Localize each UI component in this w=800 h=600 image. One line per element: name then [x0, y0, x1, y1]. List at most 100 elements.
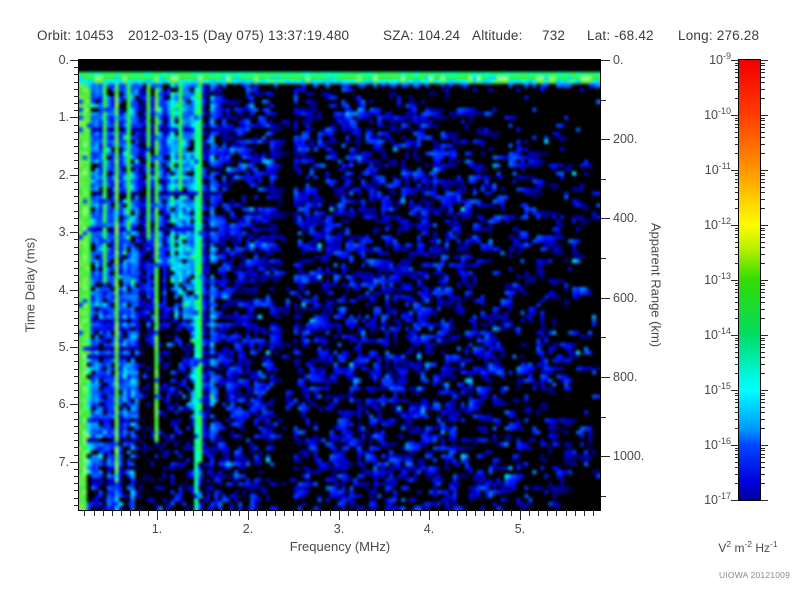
colorbar-minor-tick: [761, 179, 765, 180]
y-left-minor-tick: [74, 146, 79, 147]
colorbar-tick-label: 10-16: [691, 435, 731, 452]
colorbar-minor-tick: [761, 187, 765, 188]
colorbar-minor-tick: [735, 428, 738, 429]
x-minor-tick: [511, 511, 512, 516]
altitude-value: 732: [542, 28, 566, 43]
x-minor-tick: [575, 511, 576, 516]
colorbar-minor-tick: [735, 127, 738, 128]
colorbar-minor-tick: [761, 182, 765, 183]
y-left-minor-tick: [74, 440, 79, 441]
colorbar-minor-tick: [761, 393, 765, 394]
y-left-minor-tick: [74, 333, 79, 334]
x-minor-tick: [103, 511, 104, 516]
colorbar-minor-tick: [735, 309, 738, 310]
colorbar-minor-tick: [761, 395, 765, 396]
colorbar-minor-tick: [761, 462, 765, 463]
x-minor-tick: [411, 511, 412, 516]
x-minor-tick: [393, 511, 394, 516]
y-left-minor-tick: [74, 268, 79, 269]
y-left-major-tick: [70, 404, 79, 405]
colorbar-major-tick: [731, 170, 738, 171]
colorbar-minor-tick: [735, 242, 738, 243]
colorbar-minor-tick: [735, 199, 738, 200]
colorbar-minor-tick: [761, 120, 765, 121]
y-right-minor-tick: [601, 417, 606, 418]
colorbar-minor-tick: [735, 399, 738, 400]
x-minor-tick: [293, 511, 294, 516]
longitude-value: Long: 276.28: [678, 28, 760, 43]
colorbar-major-tick: [731, 335, 738, 336]
x-minor-tick: [320, 511, 321, 516]
colorbar-minor-tick: [735, 318, 738, 319]
colorbar-minor-tick: [735, 340, 738, 341]
sza-value: SZA: 104.24: [383, 28, 461, 43]
y-left-minor-tick: [74, 67, 79, 68]
x-tick-label: 1.: [151, 522, 163, 536]
y-left-minor-tick: [74, 275, 79, 276]
colorbar-minor-tick: [761, 263, 765, 264]
colorbar-minor-tick: [735, 454, 738, 455]
colorbar-major-tick: [731, 500, 738, 501]
latitude-value: Lat: -68.42: [587, 28, 654, 43]
unit-v-exp: 2: [726, 539, 732, 549]
y-left-minor-tick: [74, 254, 79, 255]
colorbar-minor-tick: [735, 132, 738, 133]
x-minor-tick: [175, 511, 176, 516]
y-right-major-tick: [601, 377, 610, 378]
x-major-tick: [339, 511, 340, 520]
x-major-tick: [429, 511, 430, 520]
y-right-minor-tick: [601, 258, 606, 259]
y-left-minor-tick: [74, 455, 79, 456]
colorbar-minor-tick: [761, 82, 765, 83]
y-left-minor-tick: [74, 132, 79, 133]
y-left-minor-tick: [74, 505, 79, 506]
colorbar-base: 10: [704, 163, 719, 177]
colorbar-minor-tick: [735, 373, 738, 374]
colorbar-tick-label: 10-15: [691, 381, 731, 397]
x-minor-tick: [184, 511, 185, 516]
colorbar-minor-tick: [761, 357, 765, 358]
colorbar-minor-tick: [735, 192, 738, 193]
colorbar-minor-tick: [735, 285, 738, 286]
x-minor-tick: [311, 511, 312, 516]
x-minor-tick: [484, 511, 485, 516]
x-minor-tick: [547, 511, 548, 516]
colorbar-minor-tick: [735, 175, 738, 176]
colorbar-minor-tick: [735, 302, 738, 303]
y-left-minor-tick: [74, 490, 79, 491]
colorbar-tick-label: 10-13: [691, 271, 731, 287]
colorbar-minor-tick: [735, 395, 738, 396]
colorbar-major-tick: [731, 115, 738, 116]
colorbar-minor-tick: [735, 173, 738, 174]
colorbar-minor-tick: [761, 285, 765, 286]
colorbar-minor-tick: [761, 192, 765, 193]
x-minor-tick: [302, 511, 303, 516]
x-minor-tick: [130, 511, 131, 516]
colorbar-minor-tick: [761, 234, 765, 235]
y-left-tick-label: 3.: [58, 225, 69, 239]
colorbar-exponent: -16: [717, 435, 731, 446]
colorbar-minor-tick: [761, 352, 765, 353]
y-left-minor-tick: [74, 297, 79, 298]
y-left-minor-tick: [74, 282, 79, 283]
y-left-minor-tick: [74, 376, 79, 377]
x-major-tick: [248, 511, 249, 520]
y-right-major-tick: [601, 139, 610, 140]
colorbar-minor-tick: [735, 144, 738, 145]
colorbar-minor-tick: [735, 89, 738, 90]
y-left-minor-tick: [74, 397, 79, 398]
colorbar-major-tick: [761, 170, 768, 171]
colorbar-minor-tick: [735, 63, 738, 64]
colorbar-exponent: -10: [717, 105, 731, 116]
x-major-tick: [157, 511, 158, 520]
colorbar-units-label: V2 m-2 Hz-1: [718, 539, 777, 555]
x-major-tick: [520, 511, 521, 520]
x-tick-label: 4.: [423, 522, 435, 536]
colorbar-major-tick: [731, 445, 738, 446]
colorbar-minor-tick: [761, 247, 765, 248]
colorbar-minor-tick: [761, 309, 765, 310]
colorbar-minor-tick: [735, 124, 738, 125]
y-left-tick-label: 6.: [58, 397, 69, 411]
unit-v: V: [718, 541, 727, 555]
